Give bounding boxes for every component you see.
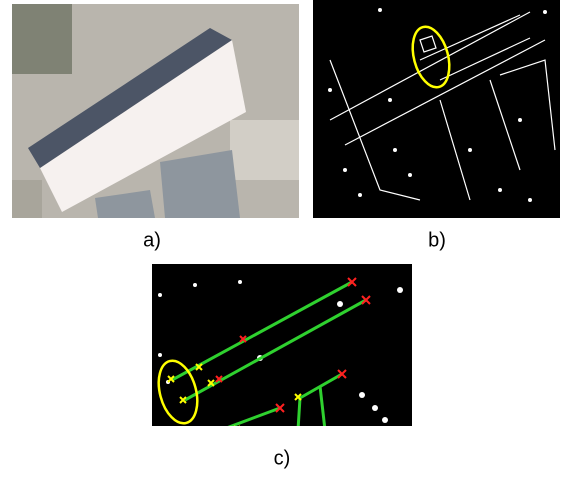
edge-image [313,0,560,218]
panel-label: b) [428,229,446,251]
line-detection-image [152,264,412,440]
aerial-image [12,4,299,218]
figure: a) b) c) [0,0,566,494]
panel-label: c) [274,447,291,469]
panel-label: a) [143,229,161,251]
